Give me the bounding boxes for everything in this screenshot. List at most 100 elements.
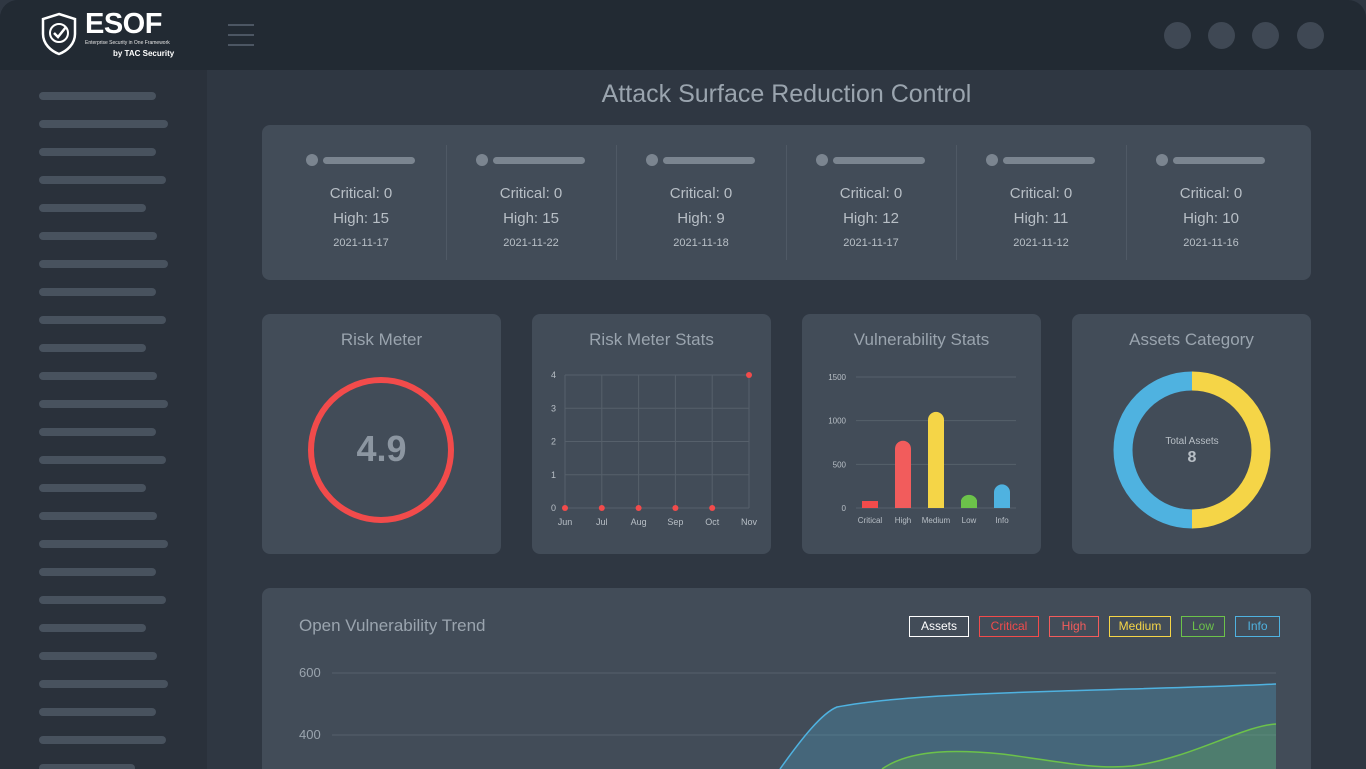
legend-critical[interactable]: Critical xyxy=(979,616,1039,637)
summary-item-label-placeholder xyxy=(833,157,925,164)
legend-high[interactable]: High xyxy=(1049,616,1099,637)
header-icon-2[interactable] xyxy=(1208,22,1235,49)
risk-meter-value: 4.9 xyxy=(356,428,407,469)
sidebar-item[interactable] xyxy=(39,372,157,380)
legend-assets[interactable]: Assets xyxy=(909,616,969,637)
summary-high: High: 15 xyxy=(333,210,389,227)
summary-item[interactable]: Critical: 0 High: 11 2021-11-12 xyxy=(956,145,1126,260)
summary-critical: Critical: 0 xyxy=(839,185,903,202)
logo[interactable]: ESOF Enterprise Security in One Framewor… xyxy=(0,0,207,70)
x-tick-label: Jun xyxy=(558,517,573,527)
sidebar-item[interactable] xyxy=(39,652,157,660)
risk-meter-title: Risk Meter xyxy=(340,330,423,349)
assets-category-title: Assets Category xyxy=(1129,330,1254,349)
sidebar-item[interactable] xyxy=(39,624,146,632)
header-icon-4[interactable] xyxy=(1297,22,1324,49)
sidebar-item[interactable] xyxy=(39,176,166,184)
summary-date: 2021-11-16 xyxy=(1183,237,1239,249)
summary-item[interactable]: Critical: 0 High: 9 2021-11-18 xyxy=(616,145,786,260)
donut-slice xyxy=(1113,371,1193,529)
sidebar-item[interactable] xyxy=(39,596,166,604)
x-tick-label: Medium xyxy=(922,516,951,525)
sidebar-item[interactable] xyxy=(39,680,168,688)
assets-center-value: 8 xyxy=(1187,449,1197,466)
x-tick-label: Nov xyxy=(741,517,758,527)
sidebar-item[interactable] xyxy=(39,400,168,408)
sidebar-item[interactable] xyxy=(39,204,146,212)
sidebar-item[interactable] xyxy=(39,316,166,324)
trend-low-line xyxy=(881,723,1277,769)
x-tick-label: Critical xyxy=(858,516,883,525)
sidebar-item[interactable] xyxy=(39,428,156,436)
summary-card: Critical: 0 High: 15 2021-11-17 Critical: 0… xyxy=(262,125,1311,280)
summary-item[interactable]: Critical: 0 High: 12 2021-11-17 xyxy=(786,145,956,260)
vulnerability-stats-chart: 0 500 1000 1500 Critical High Medium Low Info xyxy=(828,373,1016,525)
summary-item[interactable]: Critical: 0 High: 15 2021-11-17 xyxy=(276,145,446,260)
y-tick-label: 500 xyxy=(833,460,847,469)
data-point xyxy=(709,505,716,511)
data-point xyxy=(672,505,679,511)
legend-low[interactable]: Low xyxy=(1181,616,1225,637)
trend-info-line xyxy=(779,683,1277,769)
x-tick-label: Oct xyxy=(705,517,720,527)
summary-date: 2021-11-17 xyxy=(333,237,389,249)
bar-base xyxy=(862,501,878,508)
summary-item-dot xyxy=(646,154,658,166)
sidebar-item[interactable] xyxy=(39,92,156,100)
y-tick-label: 1 xyxy=(551,470,556,480)
summary-item[interactable]: Critical: 0 High: 10 2021-11-16 xyxy=(1126,145,1296,260)
sidebar-item[interactable] xyxy=(39,456,166,464)
page-title: Attack Surface Reduction Control xyxy=(601,80,972,108)
summary-critical: Critical: 0 xyxy=(499,185,563,202)
sidebar-item[interactable] xyxy=(39,260,168,268)
sidebar-item[interactable] xyxy=(39,484,146,492)
x-tick-label: Low xyxy=(962,516,977,525)
header-icon-3[interactable] xyxy=(1252,22,1279,49)
logo-tagline: Enterprise Security in One Framework xyxy=(85,40,170,46)
summary-divider xyxy=(1126,145,1127,260)
summary-high: High: 11 xyxy=(1013,210,1069,227)
trend-info-area xyxy=(780,684,1276,769)
summary-critical: Critical: 0 xyxy=(1009,185,1073,202)
sidebar-item[interactable] xyxy=(39,764,135,769)
sidebar-item[interactable] xyxy=(39,232,157,240)
legend-medium[interactable]: Medium xyxy=(1109,616,1171,637)
header-icon-1[interactable] xyxy=(1164,22,1191,49)
summary-divider xyxy=(446,145,447,260)
summary-high: High: 15 xyxy=(503,210,559,227)
assets-donut-chart xyxy=(1113,371,1271,529)
x-tick-label: High xyxy=(895,516,911,525)
legend-info[interactable]: Info xyxy=(1235,616,1280,637)
sidebar-item[interactable] xyxy=(39,148,156,156)
bar-base xyxy=(928,500,944,508)
sidebar-item[interactable] xyxy=(39,708,156,716)
x-tick-label: Aug xyxy=(631,517,647,527)
risk-meter-card: Risk Meter xyxy=(262,314,501,554)
summary-divider xyxy=(786,145,787,260)
summary-item[interactable]: Critical: 0 High: 15 2021-11-22 xyxy=(446,145,616,260)
sidebar-item[interactable] xyxy=(39,512,157,520)
sidebar-item[interactable] xyxy=(39,568,156,576)
data-point xyxy=(598,505,605,511)
donut-slice xyxy=(1191,371,1271,529)
sidebar-item[interactable] xyxy=(39,736,166,744)
sidebar-item[interactable] xyxy=(39,288,156,296)
bar-medium xyxy=(928,411,944,508)
summary-item-dot xyxy=(476,154,488,166)
sidebar-item[interactable] xyxy=(39,120,168,128)
risk-meter-stats-card: Risk Meter Stats xyxy=(532,314,771,554)
summary-item-dot xyxy=(816,154,828,166)
trend-y-label: 600 xyxy=(299,665,321,680)
trend-low-area xyxy=(882,724,1276,769)
summary-high: High: 12 xyxy=(843,210,899,227)
menu-toggle-icon[interactable] xyxy=(228,24,254,48)
sidebar-item[interactable] xyxy=(39,540,168,548)
trend-title: Open Vulnerability Trend xyxy=(299,616,486,635)
sidebar xyxy=(0,70,207,769)
summary-item-label-placeholder xyxy=(663,157,755,164)
bar-base xyxy=(895,500,911,508)
y-tick-label: 1000 xyxy=(828,417,846,426)
data-point xyxy=(562,505,568,511)
sidebar-item[interactable] xyxy=(39,344,146,352)
